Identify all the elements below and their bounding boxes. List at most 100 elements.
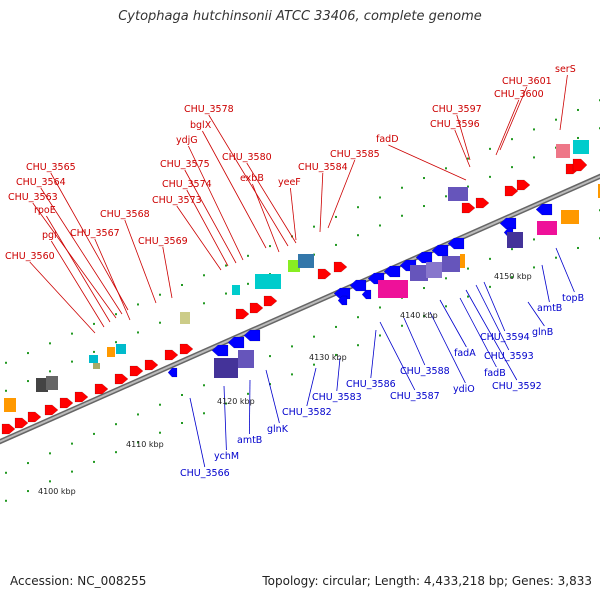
tick-dot [247, 392, 249, 395]
tick-dot [555, 256, 557, 259]
tick-dot [115, 313, 117, 316]
tick-dot [247, 282, 249, 285]
tick-dot [5, 471, 7, 474]
tick-dot [511, 138, 513, 141]
tick-dot [137, 331, 139, 334]
tick-dot [379, 306, 381, 309]
tick-dot [577, 246, 579, 249]
tick-dot [489, 257, 491, 260]
tick-dot [115, 341, 117, 344]
label-leader-lines [29, 74, 575, 468]
reverse-gene-label: CHU_3583 [312, 392, 362, 403]
forward-gene-arrow [516, 179, 531, 191]
forward-gene-label: CHU_3584 [298, 162, 348, 173]
gene-box-gray [46, 376, 58, 390]
tick-dot [313, 335, 315, 338]
tick-dot [137, 441, 139, 444]
forward-gene-arrow [461, 202, 476, 214]
reverse-gene-arrow [535, 203, 553, 216]
forward-leader-line [319, 172, 324, 233]
tick-dot [445, 277, 447, 280]
tick-dot [489, 175, 491, 178]
reverse-leader-line [370, 329, 377, 379]
tick-dot [5, 499, 7, 502]
tick-dot [5, 361, 7, 364]
kbp-tick-label: 4140 kbp [400, 311, 438, 320]
tick-dot [379, 224, 381, 227]
reverse-gene-arrow [227, 336, 245, 349]
forward-leader-line [29, 261, 96, 334]
tick-dot [137, 303, 139, 306]
tick-dot [445, 195, 447, 198]
forward-gene-label: CHU_3569 [138, 236, 188, 247]
forward-gene-label: CHU_3575 [160, 159, 210, 170]
reverse-gene-label: glnK [267, 424, 289, 435]
tick-dot [49, 370, 51, 373]
forward-leader-line [456, 114, 471, 161]
tick-dot [401, 214, 403, 217]
tick-dot [401, 324, 403, 327]
reverse-leader-line [306, 367, 317, 407]
reverse-gene-label: CHU_3587 [390, 391, 440, 402]
gene-box-cyan [116, 344, 126, 354]
gene-box-orange [4, 398, 16, 412]
kbp-labels: 4100 kbp 4110 kbp 4120 kbp 4130 kbp 4140 kbp… [38, 272, 532, 496]
tick-dot [49, 342, 51, 345]
tick-dot [445, 305, 447, 308]
genome-stats-text: Topology: circular; Length: 4,433,218 bp… [262, 574, 592, 588]
forward-leader-line [124, 219, 157, 304]
forward-leader-line [94, 238, 131, 321]
reverse-gene-label: fadA [454, 348, 476, 359]
forward-gene-arrow [164, 349, 179, 361]
tick-dot [159, 403, 161, 406]
tick-dot [93, 432, 95, 435]
tick-dot [423, 287, 425, 290]
forward-gene-label: CHU_3578 [184, 104, 234, 115]
forward-leader-line [186, 189, 229, 267]
forward-gene-arrow [14, 417, 29, 429]
tick-dot [225, 292, 227, 295]
kbp-tick-label: 4130 kbp [309, 353, 347, 362]
forward-leader-line [188, 145, 244, 261]
tick-dot [335, 353, 337, 356]
tick-dot [423, 205, 425, 208]
tick-dot [49, 452, 51, 455]
gene-box-cyan [232, 285, 240, 295]
gene-box-orange [598, 184, 600, 198]
reverse-leader-line [249, 379, 251, 435]
forward-leader-line [176, 205, 222, 271]
reverse-gene-label: CHU_3566 [180, 468, 230, 479]
gene-box-pink [556, 144, 570, 158]
forward-leader-line [202, 130, 267, 249]
tick-dot [577, 108, 579, 111]
forward-gene-arrow [235, 308, 250, 320]
forward-gene-arrow [317, 268, 332, 280]
reverse-leader-line [459, 297, 497, 368]
forward-gene-label: CHU_3560 [5, 251, 55, 262]
forward-gene-label: ydjG [176, 135, 198, 146]
gene-box-orange [107, 347, 115, 357]
forward-gene-label: fadD [376, 134, 399, 145]
tick-dot [335, 215, 337, 218]
forward-gene-label: CHU_3568 [100, 209, 150, 220]
tick-marks [5, 99, 600, 502]
tick-dot [71, 360, 73, 363]
gene-box-khaki [180, 312, 190, 324]
reverse-leader-line [527, 301, 545, 327]
tick-dot [27, 352, 29, 355]
kbp-tick-label: 4110 kbp [126, 440, 164, 449]
tick-dot [555, 118, 557, 121]
forward-gene-label: CHU_3565 [26, 162, 76, 173]
tick-dot [181, 283, 183, 286]
forward-gene-label: CHU_3573 [152, 195, 202, 206]
forward-gene-label: CHU_3564 [16, 177, 66, 188]
forward-leader-line [495, 99, 520, 156]
tick-dot [49, 480, 51, 483]
gene-labels: CHU_3560 pgl rpoE CHU_3563 CHU_3564 CHU_3565 C… [5, 64, 584, 479]
forward-gene-label: exbB [240, 173, 264, 184]
tick-dot [93, 350, 95, 353]
forward-leader-line [252, 183, 280, 253]
tick-dot [467, 185, 469, 188]
tick-dot [71, 332, 73, 335]
tick-dot [511, 276, 513, 279]
